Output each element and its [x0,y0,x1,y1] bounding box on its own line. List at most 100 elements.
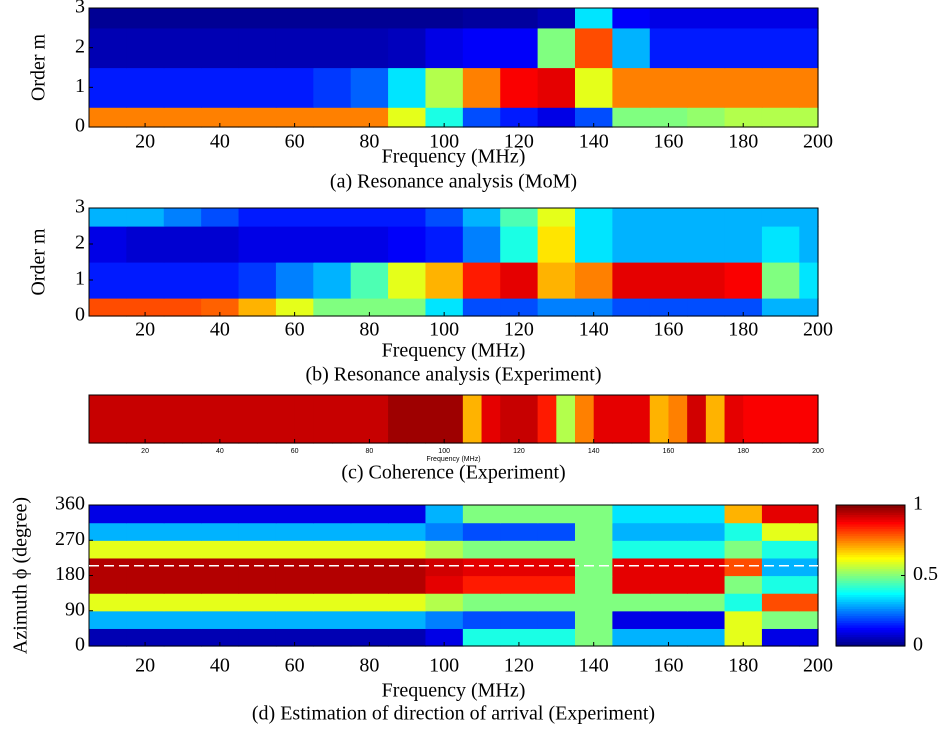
x-tick-label: 40 [210,131,230,153]
heatmap-cell [612,505,651,524]
colorbar-swatch [836,547,905,551]
colorbar-swatch [836,594,905,598]
y-tick-label: 270 [55,528,85,550]
heatmap-cell [799,557,819,577]
colorbar-swatch [836,617,905,621]
heatmap-cell [89,505,127,524]
colorbar-swatch [836,641,905,645]
heatmap-cell [687,593,726,612]
heatmap-cell [89,395,109,444]
colorbar-swatch [836,634,905,638]
x-axis-label: Frequency (MHz) [382,146,526,168]
heatmap-cell [238,395,258,444]
heatmap-cell [462,107,501,128]
heatmap-cell [201,593,240,612]
x-tick-label: 200 [812,448,824,455]
heatmap-cell [163,208,202,227]
colorbar-tick-label: 0.5 [913,563,938,585]
heatmap-cell [500,208,539,227]
colorbar-swatch [836,613,905,617]
heatmap-cell [201,67,240,108]
heatmap-cell [257,395,277,444]
y-tick-label: 180 [55,563,85,585]
heatmap-cell [537,262,576,299]
heatmap-cell [575,610,613,629]
heatmap-cell [425,67,464,108]
y-tick-label: 90 [65,598,85,620]
heatmap-cell [425,8,464,29]
heatmap-cell [481,395,501,444]
heatmap-cell [537,226,576,263]
heatmap-cell [163,395,184,444]
heatmap-cell [761,505,800,524]
heatmap-cell [500,298,539,317]
heatmap-cell [388,540,427,559]
heatmap-cell [612,557,651,577]
heatmap-cell [350,575,389,594]
heatmap-cell [575,395,595,444]
colorbar-swatch [836,512,905,515]
heatmap-cell [500,540,539,559]
heatmap-cell [612,298,651,317]
colorbar-swatch [836,533,905,537]
heatmap-cell [275,27,314,69]
heatmap-cell [275,540,314,559]
heatmap-cell [462,27,501,69]
colorbar-swatch [836,601,905,605]
heatmap-cell [238,67,277,108]
heatmap-cell [761,522,800,541]
heatmap-cell [575,593,613,612]
x-tick-label: 60 [291,448,299,455]
heatmap-cell [163,226,202,263]
y-tick-label: 3 [75,196,85,218]
heatmap-cell [500,395,520,444]
heatmap-cell [332,395,352,444]
colorbar-swatch [836,526,905,530]
heatmap-cell [238,27,277,69]
heatmap-cell [799,27,819,69]
heatmap-cell [275,575,314,594]
heatmap-cell [761,67,800,108]
heatmap-cell [537,8,576,29]
heatmap-cell [612,593,651,612]
heatmap-cell [575,557,613,577]
colorbar-swatch [836,516,905,520]
x-tick-label: 20 [141,448,149,455]
heatmap-cell [425,208,464,227]
heatmap-cell [593,395,613,444]
x-tick-label: 100 [429,655,459,677]
heatmap-cell [388,262,427,299]
heatmap-cell [462,67,501,108]
heatmap-cell [313,27,352,69]
heatmap-cell [201,226,240,263]
caption: (d) Estimation of direction of arrival (… [252,703,655,725]
heatmap-cell [743,395,763,444]
heatmap-cell [238,262,277,299]
heatmap-cell [201,610,240,629]
x-tick-label: 160 [663,448,675,455]
colorbar-swatch [836,568,905,572]
heatmap-cell [275,593,314,612]
heatmap-cell [575,628,613,647]
heatmap-cell [724,610,763,629]
heatmap-cell [388,107,427,128]
heatmap-cell [537,27,576,69]
heatmap-cell [761,593,800,612]
heatmap-cell [668,395,688,444]
heatmap-cell [537,557,576,577]
colorbar-swatch [836,643,905,647]
heatmap-cell [275,628,314,647]
heatmap-cell [799,226,819,263]
heatmap-cell [313,505,352,524]
x-tick-label: 100 [429,319,459,341]
heatmap-cell [537,395,557,444]
heatmap-cell [649,208,688,227]
colorbar-swatch [836,519,905,523]
heatmap-cell [649,522,688,541]
heatmap-cell [238,593,277,612]
heatmap-cell [425,575,464,594]
colorbar-swatch [836,509,905,513]
heatmap-cell [350,298,389,317]
caption: (c) Coherence (Experiment) [341,462,565,484]
heatmap-cell [799,593,819,612]
